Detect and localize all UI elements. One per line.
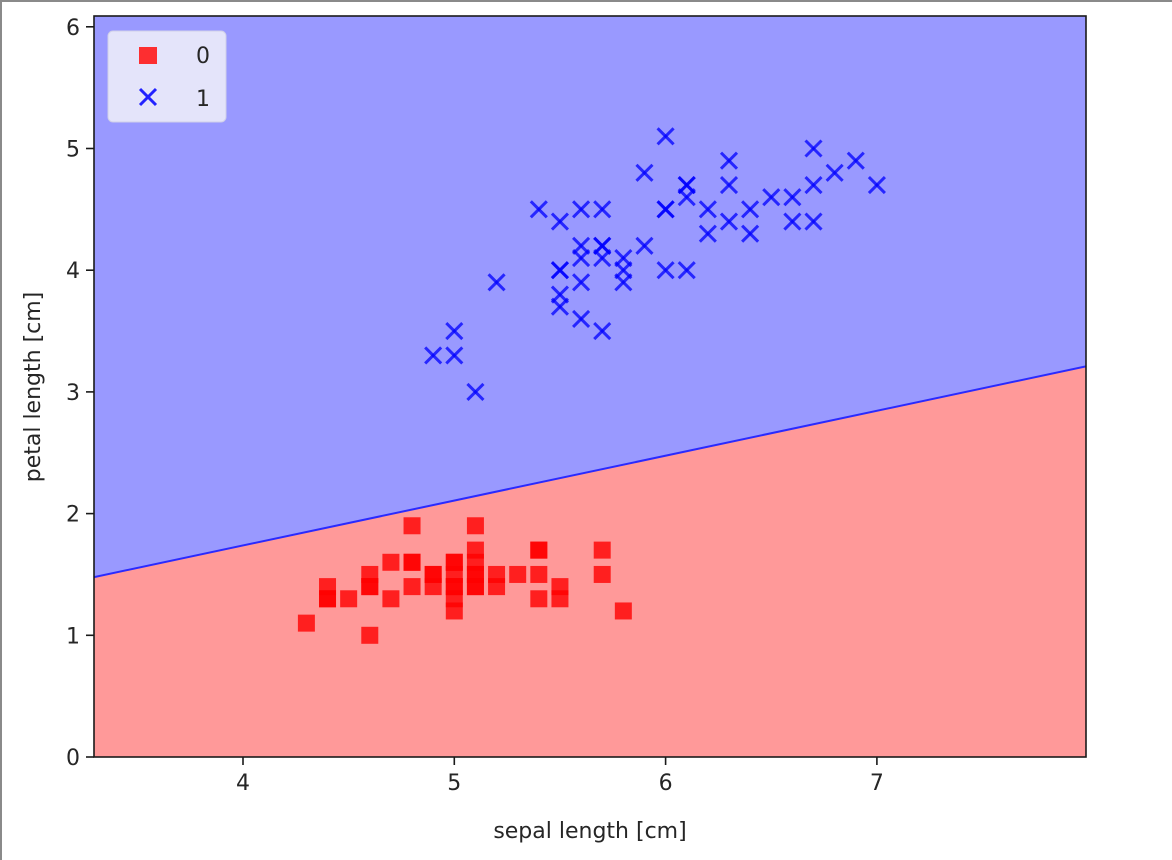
x-marker [635,163,654,182]
square-marker [319,590,337,608]
square-marker [530,590,548,608]
x-marker [550,297,570,316]
x-marker [698,224,717,243]
square-marker [445,578,463,596]
x-axis-label: sepal length [cm] [493,819,686,844]
x-marker [762,188,781,207]
square-marker [403,578,421,596]
x-marker [550,261,570,280]
square-marker [340,590,358,608]
x-marker [593,248,612,268]
square-marker [403,517,421,535]
square-marker [361,626,379,644]
y-tick-label: 2 [66,503,80,528]
x-marker [614,273,633,292]
x-marker [656,200,675,219]
x-marker [424,346,443,365]
axes-frame [93,15,1087,758]
x-marker [719,175,739,195]
x-marker [656,261,675,280]
y-tick-label: 5 [66,138,80,163]
y-axis: 0 1 2 3 4 5 6 [66,16,94,771]
x-tick-label: 7 [870,771,884,796]
x-tick-label: 5 [447,771,461,796]
square-marker [509,565,527,583]
x-marker [487,273,506,292]
x-marker [593,321,612,341]
square-marker [445,602,463,620]
y-axis-label: petal length [cm] [21,292,46,483]
square-marker [488,578,506,596]
decision-boundary [94,365,1086,579]
x-marker [593,200,612,219]
square-marker [614,602,632,620]
x-marker [572,248,591,268]
x-marker [783,212,802,231]
legend-label-class-0: 0 [196,44,210,69]
x-marker [867,175,886,195]
square-marker [593,541,611,559]
x-axis: 4 5 6 7 [236,757,884,796]
legend-box [107,30,227,123]
y-tick-label: 0 [66,746,80,771]
legend-label-class-1: 1 [196,87,210,112]
x-marker [550,212,570,231]
x-tick-label: 4 [236,771,250,796]
y-tick-label: 3 [66,381,80,406]
square-marker [551,590,569,608]
x-marker [572,200,591,219]
decision-region-class-0 [94,366,1086,757]
square-marker [361,578,379,596]
data-points [297,127,886,644]
x-tick-label: 6 [659,771,673,796]
square-marker [530,565,548,583]
x-marker [783,188,802,207]
x-marker [825,163,844,182]
square-marker [593,565,611,583]
x-marker [572,309,591,328]
square-marker [530,541,548,559]
x-marker [529,200,548,219]
square-marker [445,553,463,571]
legend-square-marker-icon [139,47,157,64]
x-marker [846,151,865,170]
y-tick-label: 4 [66,259,80,284]
plot-area [94,16,1086,757]
x-marker [466,382,485,401]
x-marker [445,346,464,365]
x-marker [677,261,696,280]
x-marker [804,139,823,158]
legend: 0 1 [107,30,227,123]
square-marker [403,553,421,571]
square-marker [466,517,484,535]
x-marker [719,151,739,170]
square-marker [297,614,315,632]
x-marker [804,212,823,231]
square-marker [382,590,400,608]
y-tick-label: 1 [66,624,80,649]
y-tick-label: 6 [66,16,80,41]
square-marker [382,553,400,571]
x-marker [804,175,823,195]
x-marker [635,236,654,255]
square-marker [466,578,484,596]
x-marker [719,212,739,231]
x-marker [572,273,591,292]
square-marker [424,565,442,583]
x-marker [677,188,696,207]
x-marker [741,200,760,219]
x-marker [698,200,717,219]
x-marker [445,321,464,341]
legend-x-marker-icon [138,87,158,107]
x-marker [656,127,675,146]
x-marker [741,224,760,243]
